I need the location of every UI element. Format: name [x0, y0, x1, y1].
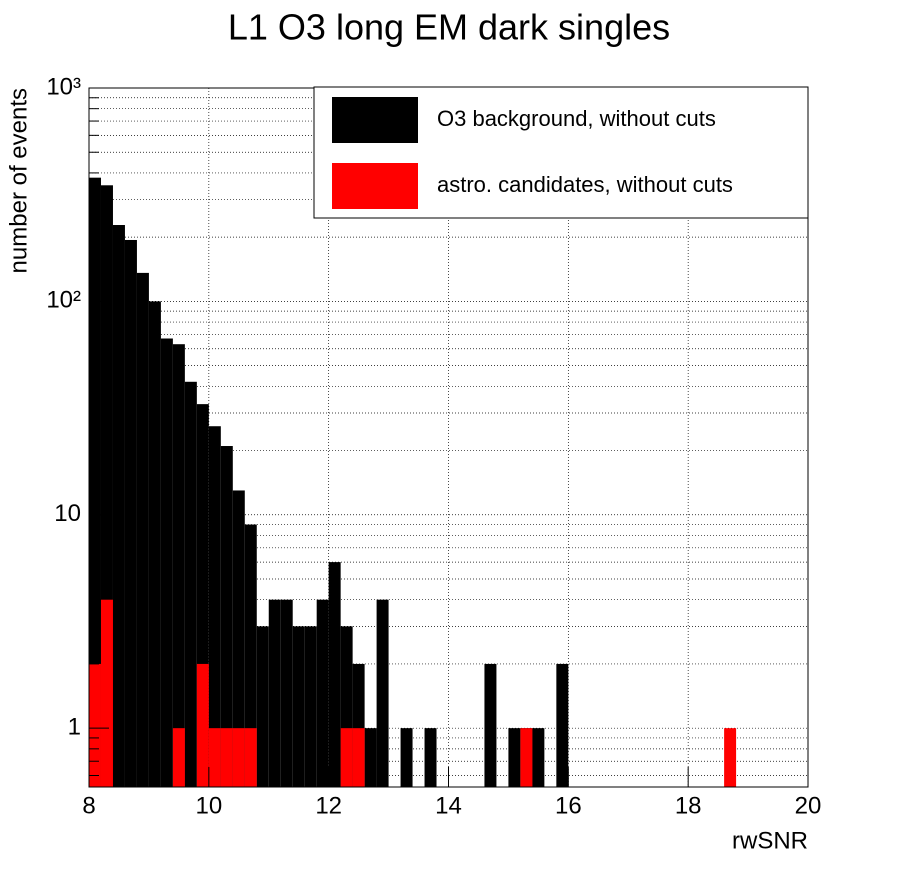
histogram-bar [352, 663, 365, 787]
x-tick-label: 18 [675, 792, 702, 819]
legend-swatch [332, 163, 418, 209]
histogram-bar [508, 728, 521, 787]
histogram-bar [400, 728, 413, 787]
histogram-bar [220, 446, 233, 787]
x-tick-label: 16 [555, 792, 582, 819]
histogram-bar [160, 338, 173, 787]
histogram-bar [280, 599, 293, 787]
histogram-bar [304, 626, 317, 787]
histogram-bar [100, 599, 113, 787]
histogram-bar [268, 599, 281, 787]
histogram-bar [136, 272, 149, 787]
histogram-bar [244, 524, 257, 787]
histogram-bar [232, 490, 245, 787]
histogram-bar [376, 599, 389, 787]
histogram-bar [184, 381, 197, 787]
histogram-bar [232, 728, 245, 787]
histogram-bar [172, 728, 185, 787]
histogram-bar [89, 177, 101, 787]
histogram-bar [328, 562, 341, 787]
histogram-bar [208, 426, 221, 787]
histogram-bar [340, 728, 353, 787]
histogram-bar [424, 728, 437, 787]
x-tick-label: 10 [195, 792, 222, 819]
histogram-bar [352, 728, 365, 787]
histogram-bar [89, 663, 101, 787]
legend-label: astro. candidates, without cuts [437, 172, 733, 197]
x-tick-label: 8 [82, 792, 95, 819]
histogram-bar [364, 728, 377, 787]
x-tick-label: 12 [315, 792, 342, 819]
legend-swatch [332, 97, 418, 143]
y-tick-label: 10 [54, 500, 81, 527]
y-tick-label: 10² [46, 287, 81, 314]
histogram-bar [196, 404, 209, 787]
histogram-bar [256, 626, 269, 787]
x-tick-label: 14 [435, 792, 462, 819]
histogram-bar [244, 728, 257, 787]
histogram-bar [148, 301, 161, 787]
histogram-bar [208, 728, 221, 787]
histogram-bar [316, 599, 329, 787]
histogram-bar [196, 663, 209, 787]
x-tick-label: 20 [795, 792, 822, 819]
histogram-bar [100, 185, 113, 787]
histogram-bar [172, 344, 185, 787]
histogram-bar [520, 728, 533, 787]
histogram-bar [556, 663, 569, 787]
histogram-bar [724, 728, 737, 787]
y-tick-label: 10³ [46, 73, 81, 100]
legend-label: O3 background, without cuts [437, 106, 716, 131]
y-tick-label: 1 [68, 714, 81, 741]
y-axis-label: number of events [5, 88, 32, 273]
x-axis-label: rwSNR [732, 827, 808, 854]
histogram-bar [220, 728, 233, 787]
histogram-bar [292, 626, 305, 787]
chart-title: L1 O3 long EM dark singles [228, 7, 670, 48]
histogram-bar [124, 239, 137, 788]
histogram-bar [340, 626, 353, 787]
histogram-bar [112, 225, 125, 787]
histogram-bar [532, 728, 545, 787]
histogram-bar [484, 663, 497, 787]
